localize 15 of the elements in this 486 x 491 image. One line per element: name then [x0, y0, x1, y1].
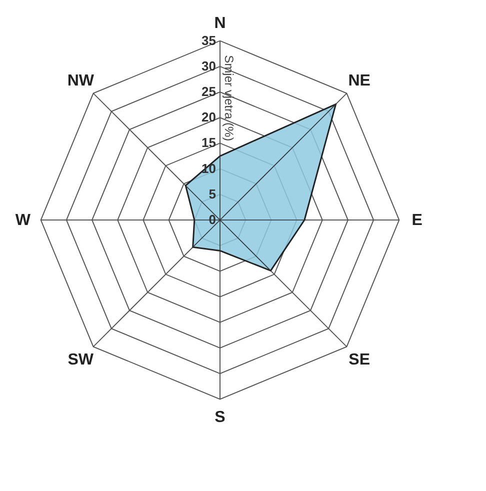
y-tick-label: 15 — [202, 135, 216, 150]
spoke-label: SE — [348, 351, 370, 368]
spoke-label: NE — [348, 72, 371, 90]
text: Smjer vjetra (%) — [222, 55, 236, 142]
y-tick-label: 35 — [202, 32, 216, 48]
y-tick-label: 20 — [202, 110, 216, 125]
spoke-label: SW — [68, 351, 94, 368]
spoke-label: E — [412, 212, 423, 229]
spoke-label: N — [214, 14, 226, 32]
spoke-label: W — [15, 212, 32, 229]
y-tick-label: 5 — [208, 186, 216, 202]
y-tick-label: 30 — [202, 58, 216, 74]
y-tick-label: 25 — [202, 84, 216, 100]
spoke-label: NW — [67, 72, 95, 90]
spoke-label: S — [214, 409, 226, 426]
